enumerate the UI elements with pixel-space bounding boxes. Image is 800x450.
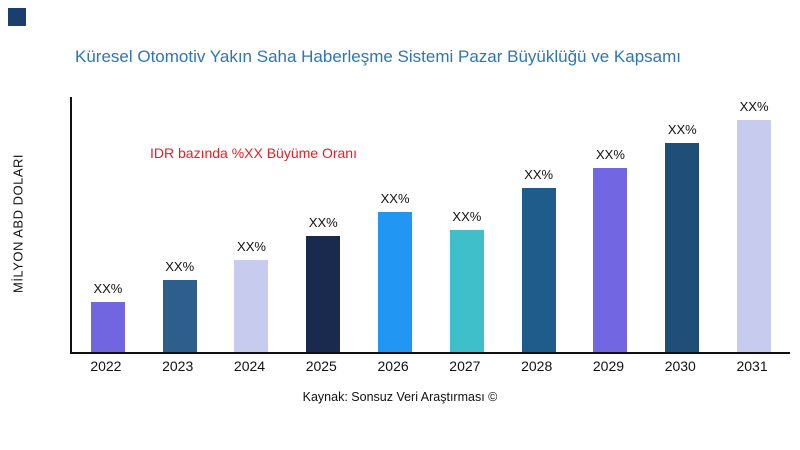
bar: [90, 302, 125, 352]
chart-title: Küresel Otomotiv Yakın Saha Haberleşme S…: [75, 47, 681, 66]
logo-mark: [8, 8, 26, 26]
bar-value-label: XX%: [596, 147, 625, 162]
bar: [665, 143, 700, 352]
x-tick-label: 2023: [162, 358, 194, 374]
bar-column: XX%: [431, 209, 503, 352]
bar: [378, 212, 413, 352]
x-tick-label: 2022: [90, 358, 122, 374]
bar: [306, 236, 341, 352]
bar-value-label: XX%: [93, 281, 123, 296]
bar-column: XX%: [718, 99, 790, 352]
x-tick-label: 2025: [305, 358, 337, 374]
bar: [593, 168, 628, 352]
bar-column: XX%: [503, 167, 575, 352]
bar-column: XX%: [359, 191, 431, 352]
x-tick-label: 2024: [233, 358, 266, 374]
x-tick-label: 2028: [521, 358, 553, 374]
bar: [162, 280, 197, 352]
bar-value-label: XX%: [452, 209, 482, 224]
bar-column: XX%: [575, 147, 647, 352]
x-tick-label: 2027: [449, 358, 481, 374]
growth-annotation: IDR bazında %XX Büyüme Oranı: [150, 145, 357, 161]
bar-value-label: XX%: [380, 191, 410, 206]
x-tick-label: 2029: [592, 358, 625, 374]
bar-value-label: XX%: [524, 167, 554, 182]
x-tick-label: 2030: [664, 358, 696, 374]
bar-column: XX%: [646, 122, 718, 352]
bar-column: XX%: [287, 215, 359, 352]
x-tick-label: 2031: [736, 358, 768, 374]
bar-value-label: XX%: [165, 259, 195, 274]
bars-container: XX% XX% XX% XX% XX% XX% XX% XX% XX% XX%: [72, 97, 790, 352]
bar-column: XX%: [72, 281, 144, 352]
bar-value-label: XX%: [739, 99, 769, 114]
bar-chart: IDR bazında %XX Büyüme Oranı XX% XX% XX% XX…: [70, 97, 790, 354]
bar: [521, 188, 556, 352]
bar-column: XX%: [144, 259, 216, 352]
bar-value-label: XX%: [667, 122, 697, 137]
bar-column: XX%: [216, 239, 288, 352]
source-caption: Kaynak: Sonsuz Veri Araştırması ©: [302, 390, 498, 404]
bar-value-label: XX%: [237, 239, 266, 254]
bar: [449, 230, 484, 352]
bar: [737, 120, 772, 352]
x-tick-label: 2026: [377, 358, 409, 374]
bar-value-label: XX%: [308, 215, 338, 230]
y-axis-label: MİLYON ABD DOLARI: [10, 154, 26, 294]
bar: [234, 260, 269, 352]
x-axis-tick-labels: 2022 2023 2024 2025 2026 2027 2028 2029 2030 2031: [70, 358, 788, 374]
